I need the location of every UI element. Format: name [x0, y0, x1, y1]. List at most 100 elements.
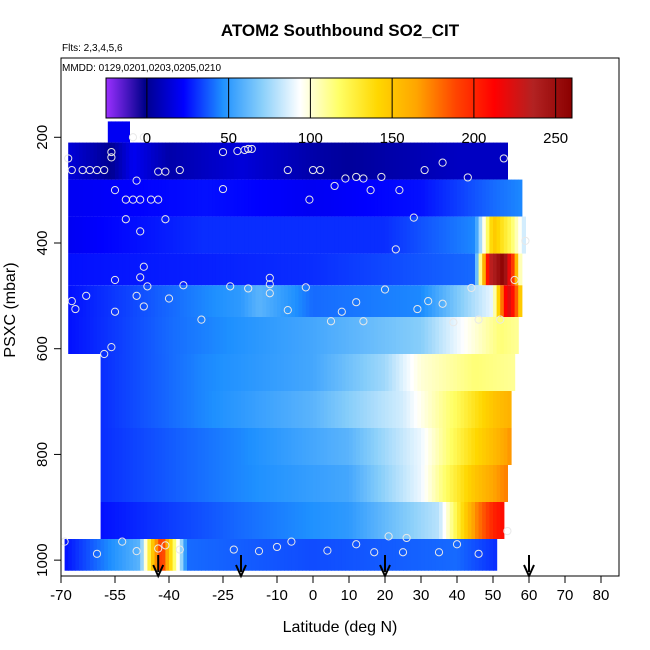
heatmap-cell	[489, 391, 494, 428]
sample-point	[337, 307, 346, 316]
heatmap-cell	[287, 465, 292, 502]
heatmap-cell	[104, 354, 109, 391]
heatmap-cell	[446, 253, 451, 286]
heatmap-cell	[93, 317, 98, 354]
heatmap-cell	[125, 465, 130, 502]
heatmap-cell	[244, 142, 249, 180]
heatmap-cell	[147, 428, 152, 465]
heatmap-cell	[367, 253, 372, 286]
heatmap-cell	[100, 317, 105, 354]
heatmap-cell	[421, 317, 426, 354]
heatmap-cell	[431, 539, 436, 571]
heatmap-cell	[341, 391, 346, 428]
heatmap-cell	[431, 465, 436, 502]
heatmap-cell	[475, 317, 480, 354]
heatmap-cell	[385, 391, 390, 428]
sample-point	[398, 548, 408, 557]
heatmap-cell	[190, 465, 195, 502]
heatmap-cell	[511, 317, 516, 354]
heatmap-cell	[133, 142, 138, 180]
heatmap-cell	[485, 502, 490, 539]
heatmap-cell	[226, 253, 231, 286]
x-tick-label: 60	[521, 587, 538, 604]
heatmap-cell	[161, 465, 166, 502]
heatmap-cell	[367, 428, 372, 465]
heatmap-cell	[323, 502, 328, 539]
heatmap-cell	[327, 179, 332, 217]
heatmap-cell	[518, 285, 523, 317]
heatmap-cell	[410, 317, 415, 354]
heatmap-cell	[457, 179, 462, 217]
heatmap-cell	[367, 317, 372, 354]
heatmap-cell	[338, 539, 343, 571]
heatmap-cell	[478, 391, 483, 428]
heatmap-cell	[442, 354, 447, 391]
heatmap-cell	[464, 391, 469, 428]
heatmap-cell	[237, 285, 242, 317]
heatmap-cell	[507, 354, 512, 391]
heatmap-cell	[136, 179, 141, 217]
heatmap-cell	[493, 465, 498, 502]
heatmap-cell	[277, 179, 282, 217]
heatmap-cell	[115, 285, 120, 317]
heatmap-cell	[226, 502, 231, 539]
heatmap-cell	[104, 216, 109, 254]
heatmap-cell	[89, 285, 94, 317]
heatmap-cell	[428, 502, 433, 539]
heatmap-cell	[439, 285, 444, 317]
heatmap-cell	[417, 216, 422, 254]
heatmap-cell	[482, 216, 487, 254]
heatmap-cell	[320, 539, 325, 571]
heatmap-cell	[489, 354, 494, 391]
heatmap-cell	[431, 216, 436, 254]
heatmap-cell	[507, 428, 512, 465]
sample-point	[316, 165, 325, 175]
heatmap-cell	[514, 216, 519, 254]
heatmap-cell	[223, 539, 228, 571]
heatmap-cell	[165, 142, 170, 180]
heatmap-cell	[334, 285, 339, 317]
heatmap-cell	[172, 465, 177, 502]
heatmap-cell	[431, 142, 436, 180]
heatmap-cell	[449, 428, 454, 465]
heatmap-cell	[356, 465, 361, 502]
sample-points	[61, 133, 530, 558]
heatmap-cell	[302, 539, 307, 571]
heatmap-cell	[370, 216, 375, 254]
sample-point	[136, 227, 145, 236]
heatmap-cell	[161, 285, 166, 317]
heatmap-cell	[323, 391, 328, 428]
sample-point	[521, 236, 530, 245]
heatmap-cell	[104, 142, 109, 180]
heatmap-cell	[147, 465, 152, 502]
heatmap-cell	[442, 502, 447, 539]
heatmap-cell	[237, 216, 242, 254]
heatmap-cell	[367, 179, 372, 217]
heatmap-cell	[269, 317, 274, 354]
sample-point	[352, 298, 361, 307]
heatmap-cell	[187, 179, 192, 217]
heatmap-cell	[417, 142, 422, 180]
flights-annotation: Flts: 2,3,4,5,6	[62, 43, 123, 54]
heatmap-cell	[280, 465, 285, 502]
heatmap-cell	[316, 354, 321, 391]
heatmap-cell	[316, 465, 321, 502]
heatmap-cell	[349, 179, 354, 217]
heatmap-cell	[143, 539, 148, 571]
sample-point	[452, 540, 462, 549]
heatmap-cell	[435, 502, 440, 539]
heatmap-cell	[100, 179, 105, 217]
heatmap-cell	[345, 391, 350, 428]
heatmap-cell	[439, 142, 444, 180]
heatmap-cell	[431, 317, 436, 354]
heatmap-cell	[280, 179, 285, 217]
heatmap-cell	[356, 539, 361, 571]
heatmap-cell	[176, 216, 181, 254]
heatmap-cell	[395, 179, 400, 217]
heatmap-cell	[277, 391, 282, 428]
heatmap-cell	[82, 179, 87, 217]
heatmap-cell	[460, 317, 465, 354]
heatmap-cell	[179, 502, 184, 539]
heatmap-cell	[392, 354, 397, 391]
heatmap-cell	[464, 317, 469, 354]
